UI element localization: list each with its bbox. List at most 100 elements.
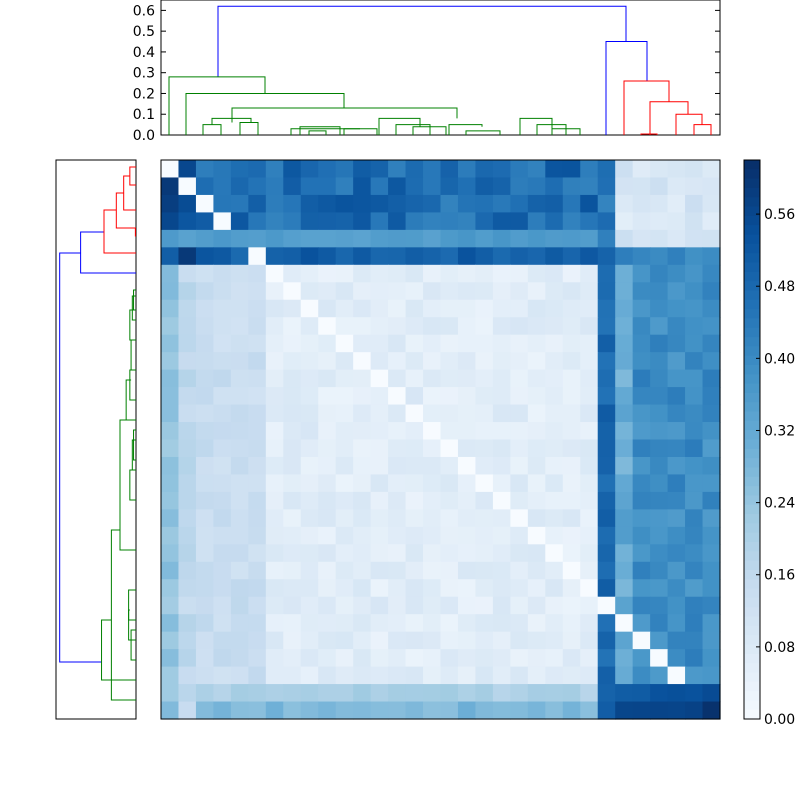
heatmap-cell [161, 526, 180, 545]
heatmap-cell [615, 160, 634, 179]
dendro-link [185, 92, 345, 135]
heatmap-cell [423, 422, 442, 441]
dendro-link [131, 295, 136, 321]
heatmap-cell [702, 491, 721, 510]
heatmap-cell [702, 684, 721, 703]
colorbar-segment [744, 663, 760, 674]
heatmap-cell [440, 282, 459, 301]
heatmap-cell [335, 544, 354, 563]
heatmap-cell [615, 177, 634, 196]
heatmap-cell [492, 282, 511, 301]
heatmap-cell [475, 474, 494, 493]
heatmap-cell [562, 509, 581, 528]
heatmap-cell [388, 369, 407, 388]
heatmap-cell [248, 229, 267, 248]
heatmap-cell [161, 649, 180, 668]
heatmap-cell [475, 596, 494, 615]
heatmap-cell [248, 561, 267, 580]
colorbar-segment [744, 271, 760, 282]
heatmap-cell [492, 666, 511, 685]
heatmap-cell [632, 387, 651, 406]
colorbar-segment [744, 430, 760, 441]
heatmap-cell [213, 491, 232, 510]
heatmap-cell [178, 701, 197, 720]
heatmap-cell [650, 264, 669, 283]
heatmap-cell [318, 229, 337, 248]
heatmap-cell [457, 317, 477, 336]
heatmap-cell [527, 404, 546, 423]
heatmap-cell [492, 544, 511, 563]
heatmap-cell [597, 439, 616, 458]
heatmap-cell [510, 264, 529, 283]
dendro-link [239, 122, 259, 135]
heatmap-cell [335, 509, 354, 528]
colorbar-segment [744, 504, 760, 515]
heatmap-cell [388, 247, 407, 266]
colorbar-segment [744, 607, 760, 618]
heatmap-cell [405, 456, 424, 476]
heatmap-cell [405, 317, 424, 336]
heatmap-cell [335, 212, 354, 231]
heatmap-cell [405, 282, 424, 301]
colorbar-segment [744, 234, 760, 245]
heatmap-cell [335, 422, 354, 441]
heatmap-cell [318, 666, 337, 685]
heatmap-cell [597, 194, 616, 214]
heatmap-cell [353, 177, 372, 196]
heatmap-cell [213, 596, 232, 615]
heatmap-cell [248, 282, 267, 301]
heatmap-cell [632, 684, 651, 703]
heatmap-cell [615, 596, 634, 615]
heatmap-cell [667, 439, 686, 458]
heatmap-cell [161, 491, 180, 510]
colorbar-segment [744, 206, 760, 217]
heatmap-cell [667, 474, 686, 493]
heatmap-cell [423, 666, 442, 685]
dendro-link [448, 124, 483, 135]
heatmap-cell [545, 212, 564, 231]
heatmap-cell [195, 160, 215, 179]
heatmap-cell [667, 212, 686, 231]
heatmap-cell [335, 526, 354, 545]
heatmap-cell [615, 649, 634, 668]
heatmap-cell [475, 579, 494, 598]
heatmap-cell [423, 701, 442, 720]
heatmap-cell [335, 160, 354, 179]
heatmap-cell [702, 649, 721, 668]
heatmap-cell [615, 369, 634, 388]
heatmap-cell [353, 352, 372, 371]
heatmap-cell [685, 369, 704, 388]
heatmap-cell [213, 194, 232, 214]
heatmap-cell [615, 194, 634, 214]
heatmap-cell [195, 666, 215, 685]
heatmap-cell [353, 334, 372, 353]
heatmap-cell [318, 579, 337, 598]
colorbar-segment [744, 691, 760, 701]
heatmap-cell [161, 282, 180, 301]
heatmap-cell [230, 596, 249, 615]
heatmap-cell [335, 456, 354, 476]
heatmap-cell [283, 299, 302, 318]
heatmap-cell [300, 631, 319, 650]
heatmap-cell [650, 666, 669, 685]
heatmap-cell [283, 684, 302, 703]
heatmap-cell [667, 264, 686, 283]
heatmap-cell [353, 474, 372, 493]
heatmap-cell [597, 212, 616, 231]
colorbar-segment [744, 569, 760, 580]
colorbar-segment [744, 299, 760, 310]
heatmap-cell [562, 264, 581, 283]
heatmap-cell [597, 509, 616, 528]
dendro-link [412, 126, 447, 135]
top-ytick-label: 0.4 [133, 45, 155, 61]
colorbar-segment [744, 215, 760, 226]
heatmap-cell [318, 544, 337, 563]
heatmap-cell [195, 282, 215, 301]
heatmap-cell [370, 509, 389, 528]
heatmap-cell [440, 404, 459, 423]
heatmap-cell [265, 614, 284, 633]
heatmap-cell [667, 404, 686, 423]
heatmap-cell [161, 456, 180, 476]
heatmap-cell [562, 212, 581, 231]
